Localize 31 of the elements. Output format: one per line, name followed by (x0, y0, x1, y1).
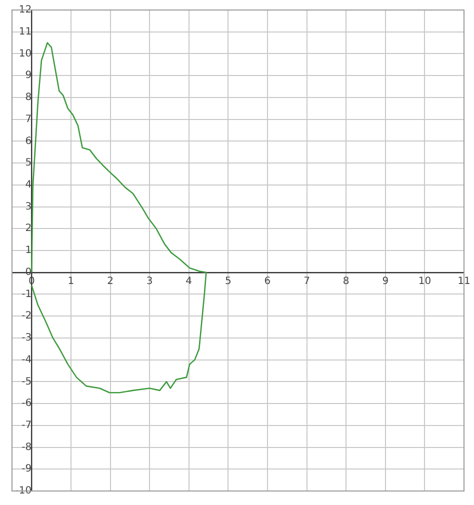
x-tick-label: 4 (186, 276, 192, 287)
y-tick-label: -4 (22, 354, 32, 366)
y-tick-label: -8 (22, 442, 32, 453)
y-tick-label: -7 (22, 420, 32, 432)
x-tick-label: 8 (342, 276, 350, 287)
y-tick-label: -6 (22, 398, 32, 410)
x-tick-label: 2 (107, 276, 114, 287)
y-tick-label: -3 (22, 332, 32, 344)
y-tick-label: -1 (22, 288, 32, 300)
y-tick-label: 2 (25, 223, 32, 234)
y-tick-label: 3 (25, 201, 32, 212)
x-tick-label: 1 (68, 276, 74, 287)
x-tick-label: 6 (264, 276, 271, 287)
x-tick-label: 10 (418, 276, 432, 287)
x-tick-label: 5 (224, 276, 232, 287)
y-tick-label: 11 (18, 26, 32, 38)
y-tick-label: 5 (25, 158, 32, 169)
y-tick-label: 6 (25, 136, 32, 147)
y-tick-label: 10 (18, 48, 32, 60)
x-tick-label: 9 (382, 276, 389, 287)
y-tick-label: 4 (25, 180, 32, 191)
y-tick-label: -9 (22, 464, 32, 475)
y-tick-label: 1 (25, 245, 32, 256)
x-tick-label: 3 (146, 276, 153, 287)
y-tick-label: -5 (22, 376, 32, 388)
y-tick-label: 8 (25, 92, 32, 104)
y-tick-label: -2 (22, 310, 32, 322)
y-tick-label: 7 (25, 114, 32, 125)
x-tick-label: 11 (458, 276, 470, 287)
y-tick-label: 9 (25, 70, 32, 82)
x-tick-label: 7 (304, 276, 310, 287)
